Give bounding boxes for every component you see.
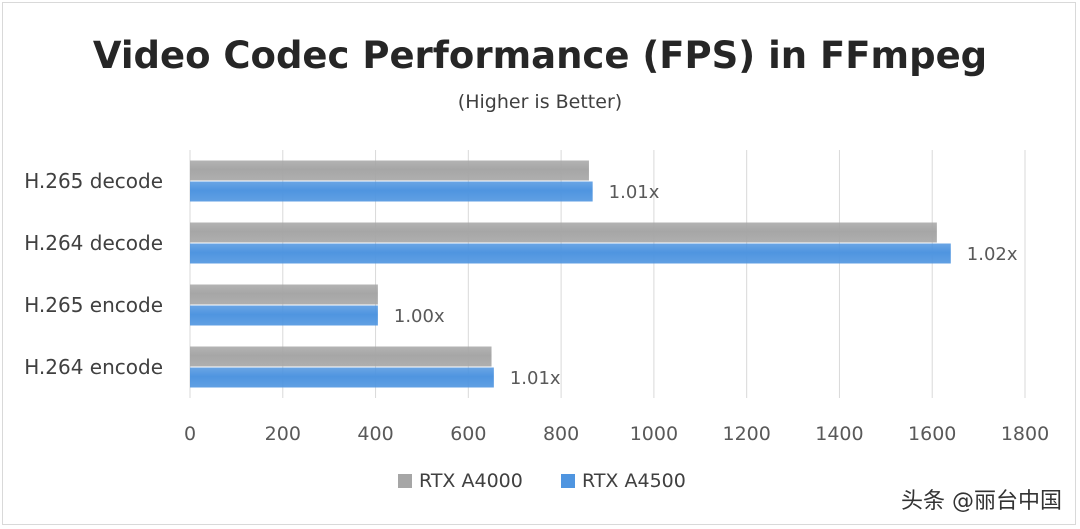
x-tick-label: 0 — [184, 423, 196, 445]
bar-rtx-a4500 — [190, 243, 951, 264]
x-tick-label: 1200 — [722, 423, 770, 445]
x-tick-label: 200 — [265, 423, 301, 445]
legend-label: RTX A4500 — [582, 470, 686, 492]
bar-rtx-a4500 — [190, 305, 378, 326]
x-tick-label: 400 — [357, 423, 393, 445]
bar-rtx-a4000 — [190, 284, 378, 305]
x-tick-label: 600 — [450, 423, 486, 445]
legend-swatch — [398, 474, 412, 488]
legend-label: RTX A4000 — [419, 470, 523, 492]
data-label: 1.01x — [510, 368, 561, 389]
x-tick-label: 1400 — [815, 423, 863, 445]
x-tick-label: 1600 — [908, 423, 956, 445]
bar-rtx-a4500 — [190, 367, 494, 388]
x-tick-label: 800 — [543, 423, 579, 445]
bar-rtx-a4000 — [190, 160, 589, 181]
category-label: H.264 decode — [24, 231, 163, 255]
category-label: H.265 decode — [24, 169, 163, 193]
data-label: 1.02x — [967, 244, 1018, 265]
category-label: H.265 encode — [24, 293, 163, 317]
x-tick-label: 1800 — [1001, 423, 1049, 445]
category-label: H.264 encode — [24, 355, 163, 379]
data-label: 1.01x — [609, 182, 660, 203]
watermark: 头条 @丽台中国 — [901, 489, 1062, 514]
bar-rtx-a4000 — [190, 346, 492, 367]
bar-rtx-a4000 — [190, 222, 937, 243]
bars — [190, 160, 951, 388]
data-label: 1.00x — [394, 306, 445, 327]
legend: RTX A4000 RTX A4500 — [398, 470, 686, 492]
chart-title: Video Codec Performance (FPS) in FFmpeg — [93, 34, 987, 77]
legend-swatch — [561, 474, 575, 488]
bar-rtx-a4500 — [190, 181, 593, 202]
chart-subtitle: (Higher is Better) — [458, 91, 622, 113]
labels: 0 200 400 600 800 1000 1200 1400 1600 1800 H.265 d… — [24, 169, 1049, 445]
x-tick-label: 1000 — [630, 423, 678, 445]
